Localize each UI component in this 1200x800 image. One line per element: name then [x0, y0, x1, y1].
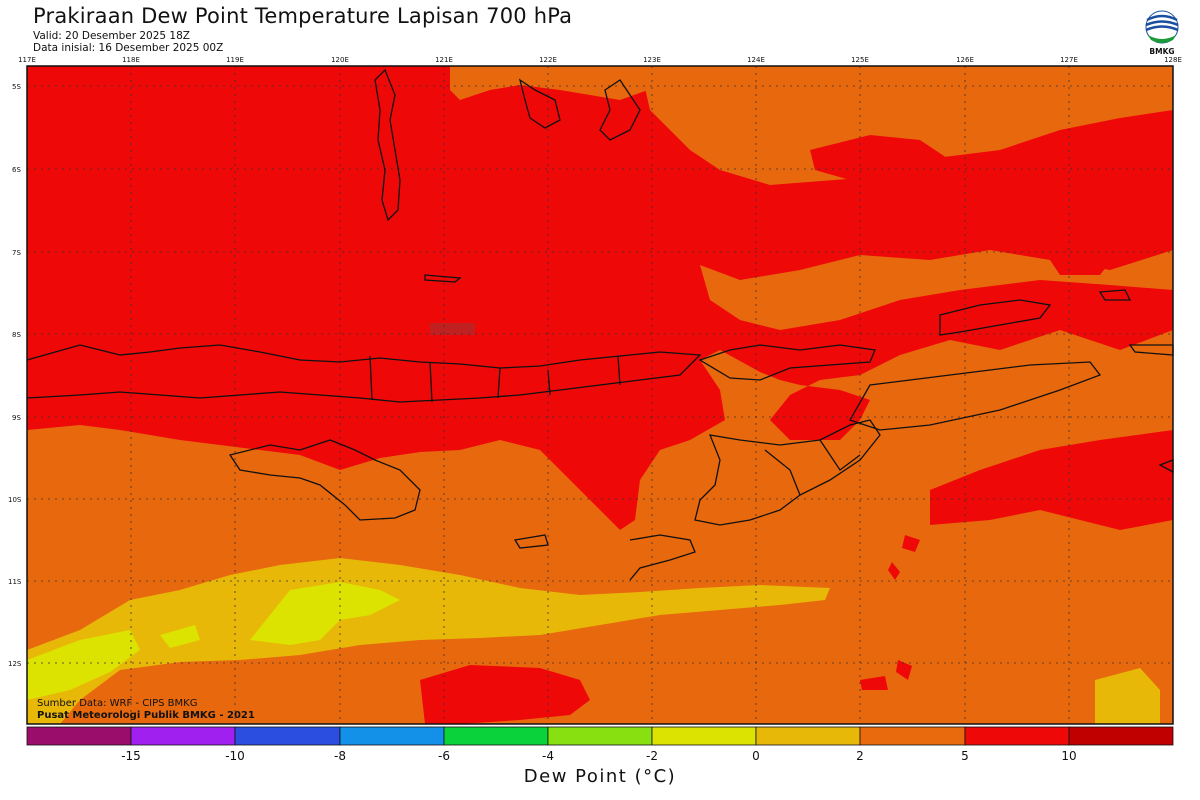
amber-band: [27, 558, 830, 724]
lon-label: 126E: [956, 56, 974, 64]
lon-label: 121E: [435, 56, 453, 64]
lon-label: 122E: [539, 56, 557, 64]
bmkg-logo: BMKG: [1145, 10, 1179, 56]
lat-label: 11S: [8, 578, 22, 586]
legend-swatch: [859, 726, 966, 746]
red-region-small-1: [902, 535, 920, 552]
lon-label: 117E: [18, 56, 36, 64]
yellow-patch-1: [250, 582, 400, 645]
lon-label: 118E: [122, 56, 140, 64]
lon-label: 128E: [1164, 56, 1182, 64]
legend-label: 2: [856, 749, 864, 763]
lat-label: 7S: [12, 249, 21, 257]
red-region-main: [27, 66, 1173, 530]
lat-label: 6S: [12, 166, 21, 174]
lon-label: 119E: [226, 56, 244, 64]
legend-swatch: [339, 726, 445, 746]
legend-swatch: [130, 726, 236, 746]
credit-source: Sumber Data: WRF - CIPS BMKG: [37, 698, 198, 709]
lat-label: 8S: [12, 331, 21, 339]
legend-axis-title: Dew Point (°C): [523, 766, 677, 787]
red-region-southeast: [930, 430, 1173, 530]
legend-swatch: [1068, 726, 1174, 746]
red-region-east-2: [950, 205, 1030, 240]
valid-time: Valid: 20 Desember 2025 18Z: [33, 30, 190, 42]
amber-patch-se: [1095, 668, 1160, 724]
legend-swatch: [964, 726, 1070, 746]
coastlines: [26, 68, 1174, 581]
lon-label: 127E: [1060, 56, 1078, 64]
map-frame: [26, 65, 1174, 725]
legend-swatch: [547, 726, 653, 746]
lat-label: 9S: [12, 414, 21, 422]
legend-label: -6: [438, 749, 450, 763]
yellow-patch-3: [160, 625, 200, 648]
legend-swatch: [234, 726, 341, 746]
legend-label: -8: [334, 749, 346, 763]
init-time: Data inisial: 16 Desember 2025 00Z: [33, 42, 224, 54]
orange-region-north: [450, 66, 648, 100]
legend-label: 0: [752, 749, 760, 763]
yellow-patch-2: [27, 630, 140, 700]
red-region-small-2: [888, 562, 900, 580]
map-title: Prakiraan Dew Point Temperature Lapisan …: [33, 4, 573, 28]
legend-label: -10: [225, 749, 245, 763]
legend-label: 5: [961, 749, 969, 763]
logo-text: BMKG: [1149, 47, 1174, 56]
legend-swatch: [651, 726, 757, 746]
lon-label: 124E: [747, 56, 765, 64]
red-region-small-4: [896, 660, 912, 680]
legend-swatch: [443, 726, 549, 746]
legend-swatch: [26, 726, 132, 746]
lon-label: 120E: [331, 56, 349, 64]
credit-org: Pusat Meteorologi Publik BMKG - 2021: [37, 710, 255, 721]
lat-label: 5S: [12, 83, 21, 91]
dark-red-patch: [430, 323, 475, 335]
legend-label: -4: [542, 749, 554, 763]
legend-colorbar: [26, 726, 1174, 746]
legend-swatch: [755, 726, 861, 746]
orange-region-northeast: [660, 66, 1173, 165]
lat-label: 10S: [8, 496, 22, 504]
legend-label: -15: [121, 749, 141, 763]
red-region-south: [420, 665, 590, 724]
lat-label: 12S: [8, 660, 22, 668]
red-region-east-1: [810, 135, 950, 180]
red-region-east-3: [1050, 260, 1110, 275]
legend-label: -2: [646, 749, 658, 763]
lon-label: 123E: [643, 56, 661, 64]
lon-label: 125E: [851, 56, 869, 64]
red-region-small-3: [860, 676, 888, 690]
legend-label: 10: [1061, 749, 1077, 763]
